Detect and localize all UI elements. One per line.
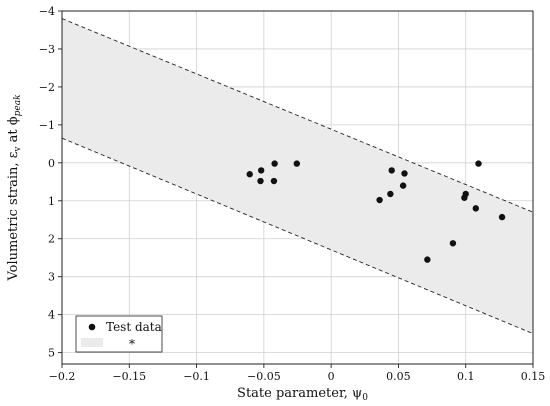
data-point bbox=[498, 213, 506, 221]
y-axis-title-subscript-peak: peak bbox=[13, 94, 23, 116]
legend-swatch-band bbox=[81, 338, 103, 347]
data-point bbox=[376, 196, 383, 204]
legend-box bbox=[75, 315, 163, 353]
data-point bbox=[271, 160, 278, 167]
data-point bbox=[462, 190, 469, 198]
x-tick-label: −0.2 bbox=[49, 370, 76, 383]
x-tick-label: 0.05 bbox=[386, 370, 411, 383]
data-point bbox=[246, 171, 253, 178]
x-axis-title-main: State parameter, ψ bbox=[237, 386, 362, 401]
data-point bbox=[475, 160, 482, 167]
legend-label-test-data: Test data bbox=[106, 320, 162, 334]
axis-ticks: −0.2 −0.15 −0.1 −0.05 0 0.05 0.1 0.15 −4 −3 −2 −1 0 1… bbox=[39, 5, 545, 383]
band-lower-boundary-line bbox=[61, 137, 534, 335]
data-point bbox=[257, 177, 264, 185]
y-tick-label: 5 bbox=[48, 347, 55, 360]
data-point bbox=[399, 182, 407, 189]
y-tick-label: −1 bbox=[39, 119, 55, 132]
test-data-points bbox=[246, 160, 506, 263]
y-tick-label: −2 bbox=[39, 81, 55, 94]
data-point bbox=[472, 205, 480, 212]
x-axis-title-subscript: 0 bbox=[362, 393, 368, 403]
legend-label-band: * bbox=[129, 337, 135, 351]
plot-frame bbox=[61, 10, 534, 365]
x-tick-label: −0.1 bbox=[183, 370, 210, 383]
x-tick-label: 0.15 bbox=[521, 370, 546, 383]
band-fill bbox=[62, 18, 533, 334]
legend: Test data * bbox=[75, 315, 163, 353]
x-tick-label: 0.1 bbox=[457, 370, 475, 383]
data-point bbox=[293, 160, 301, 167]
y-axis-title-subscript-v: v bbox=[13, 146, 23, 153]
y-tick-label: 2 bbox=[48, 233, 55, 246]
x-tick-label: 0 bbox=[328, 370, 335, 383]
y-tick-label: 1 bbox=[48, 195, 55, 208]
y-axis-title-at: at ϕ bbox=[6, 116, 21, 146]
data-point bbox=[257, 167, 265, 174]
y-axis-title: Volumetric strain, εv at ϕpeak bbox=[6, 94, 23, 281]
legend-marker-test-data bbox=[88, 323, 96, 331]
y-tick-label: −4 bbox=[39, 5, 55, 18]
y-tick-label: 3 bbox=[48, 271, 55, 284]
data-point bbox=[401, 170, 408, 177]
x-tick-label: −0.15 bbox=[112, 370, 146, 383]
data-point bbox=[424, 256, 431, 263]
x-axis-title: State parameter, ψ0 bbox=[237, 386, 368, 403]
data-point bbox=[387, 190, 394, 198]
data-point bbox=[388, 167, 395, 174]
data-point bbox=[449, 240, 457, 247]
data-point bbox=[270, 177, 278, 185]
y-axis-title-main: Volumetric strain, ε bbox=[6, 151, 21, 281]
band-upper-boundary-line bbox=[61, 18, 534, 213]
y-tick-label: 4 bbox=[48, 309, 55, 322]
x-tick-label: −0.05 bbox=[247, 370, 281, 383]
y-tick-label: 0 bbox=[48, 157, 55, 170]
y-tick-label: −3 bbox=[39, 43, 55, 56]
